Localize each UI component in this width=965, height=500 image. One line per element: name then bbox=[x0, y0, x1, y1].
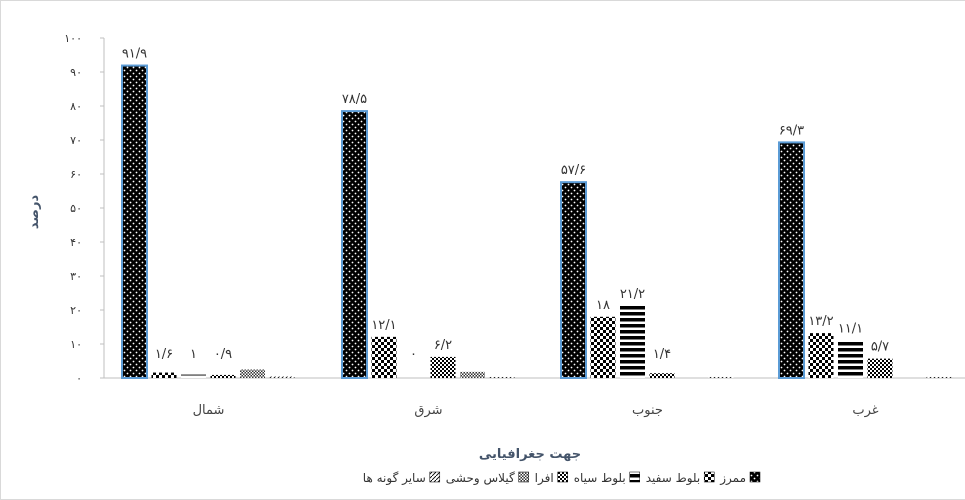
category-label: شرق bbox=[414, 403, 442, 418]
data-label: ۱۳/۲ bbox=[808, 314, 833, 329]
data-label: ۱ bbox=[190, 347, 197, 362]
bar bbox=[151, 372, 177, 378]
bar bbox=[121, 64, 148, 379]
bar bbox=[926, 376, 952, 378]
legend-swatch bbox=[518, 471, 529, 483]
x-axis-title: جهت جغرافیایی bbox=[479, 447, 581, 462]
y-tick-label: ۴۰ bbox=[70, 236, 82, 249]
y-tick-label: ۱۰۰ bbox=[64, 32, 82, 45]
bar bbox=[649, 373, 675, 378]
legend-swatch bbox=[703, 471, 715, 483]
data-label: ۱۱/۱ bbox=[838, 321, 863, 336]
bars bbox=[121, 64, 952, 379]
data-label: ۲۱/۲ bbox=[620, 287, 645, 302]
bar bbox=[269, 376, 295, 378]
data-label: ۱۲/۱ bbox=[371, 318, 396, 333]
y-tick-label: ۲۰ bbox=[70, 304, 82, 317]
bar bbox=[430, 356, 456, 378]
bar bbox=[838, 340, 863, 378]
y-tick-label: ۰ bbox=[76, 372, 82, 385]
data-label: ۱۸ bbox=[596, 298, 610, 313]
bar bbox=[708, 376, 734, 378]
legend-swatch bbox=[429, 471, 441, 483]
y-tick-label: ۷۰ bbox=[70, 134, 82, 147]
y-tick-label: ۹۰ bbox=[70, 66, 82, 79]
y-tick-label: ۳۰ bbox=[70, 270, 82, 283]
data-label: ۹۱/۹ bbox=[122, 47, 147, 62]
data-labels: ۹۱/۹ ۱/۶ ۱ ۰/۹ ۷۸/۵ ۱۲/۱ ۰ ۶/۲ ۵۷/۶ ۱۸ ۲۱/۲ ۱/۴ ۶۹/۳… bbox=[122, 47, 889, 362]
legend-label: بلوط سیاه bbox=[574, 471, 626, 486]
y-tick-label: ۶۰ bbox=[70, 168, 82, 181]
data-label: ۰ bbox=[410, 347, 417, 362]
bar bbox=[371, 336, 397, 378]
bar bbox=[620, 305, 645, 378]
legend-swatch bbox=[629, 471, 640, 483]
bar bbox=[867, 358, 893, 378]
y-tick-label: ۸۰ bbox=[70, 100, 82, 113]
data-label: ۵/۷ bbox=[871, 340, 889, 355]
bar bbox=[489, 376, 515, 378]
bar bbox=[240, 369, 265, 378]
data-label: ۶/۲ bbox=[434, 338, 452, 353]
bar bbox=[341, 110, 368, 379]
data-label: ۱/۶ bbox=[155, 347, 173, 362]
bar bbox=[460, 371, 485, 378]
legend-label: ممرز bbox=[719, 471, 746, 486]
bar bbox=[181, 374, 206, 378]
category-label: جنوب bbox=[632, 403, 663, 418]
bar bbox=[560, 181, 587, 379]
legend-swatch bbox=[749, 471, 761, 483]
legend-label: گیلاس وحشی bbox=[446, 471, 515, 486]
category-label: شمال bbox=[193, 403, 225, 418]
legend: ممرز بلوط سفید بلوط سیاه افرا گیلاس وحشی سایر… bbox=[363, 471, 761, 486]
data-label: ۷۸/۵ bbox=[342, 92, 367, 107]
bar bbox=[210, 374, 236, 378]
legend-swatch bbox=[557, 471, 568, 483]
y-axis-title: درصد bbox=[27, 195, 42, 230]
legend-label: بلوط سفید bbox=[646, 471, 700, 486]
bar bbox=[778, 141, 805, 379]
data-label: ۵۷/۶ bbox=[561, 163, 586, 178]
legend-label: سایر گونه ها bbox=[363, 471, 426, 486]
category-labels: شمال شرق جنوب غرب bbox=[193, 403, 879, 418]
category-label: غرب bbox=[852, 403, 878, 418]
y-tick-label: ۵۰ bbox=[70, 202, 82, 215]
data-label: ۱/۴ bbox=[653, 347, 671, 362]
y-tick-label: ۱۰ bbox=[70, 338, 82, 351]
data-label: ۶۹/۳ bbox=[779, 123, 804, 138]
y-ticks: ۰ ۱۰ ۲۰ ۳۰ ۴۰ ۵۰ ۶۰ ۷۰ ۸۰ ۹۰ ۱۰۰ bbox=[64, 32, 104, 385]
data-label: ۰/۹ bbox=[214, 347, 232, 362]
bar bbox=[808, 333, 834, 378]
bar bbox=[590, 316, 616, 378]
legend-label: افرا bbox=[535, 471, 554, 486]
